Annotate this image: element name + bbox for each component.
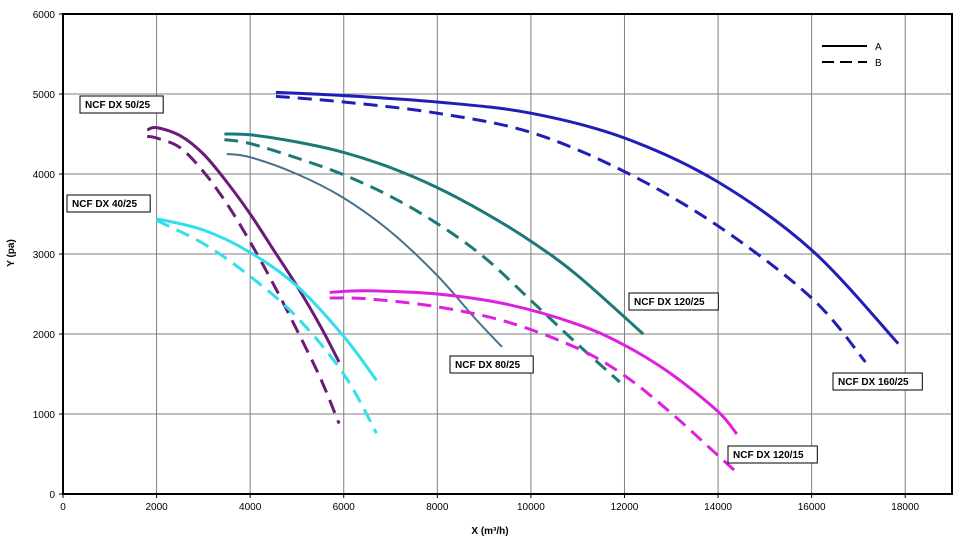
series-line-ncf-dx-120-25-a	[224, 132, 645, 336]
callout-label: NCF DX 50/25	[85, 100, 150, 111]
series-line-ncf-dx-120-25-b	[224, 138, 621, 384]
callout-label: NCF DX 120/25	[634, 297, 705, 308]
callout-ncf-dx-40-25: NCF DX 40/25	[66, 194, 151, 213]
series-line-ncf-dx-120-15-a	[329, 289, 738, 435]
x-tick-label: 0	[60, 502, 66, 513]
x-tick-label: 6000	[333, 502, 356, 513]
callout-label: NCF DX 120/15	[733, 450, 804, 461]
y-tick-label: 6000	[33, 10, 56, 21]
callout-box	[727, 445, 818, 464]
callout-label: NCF DX 80/25	[455, 360, 520, 371]
callout-ncf-dx-120-15: NCF DX 120/15	[727, 445, 818, 464]
series-layer	[146, 90, 900, 474]
y-tick-label: 4000	[33, 170, 56, 181]
series-line-ncf-dx-160-25-a	[275, 90, 900, 345]
legend-label-a: A	[875, 42, 882, 53]
y-tick-label: 2000	[33, 330, 56, 341]
series-line-ncf-dx-120-15-b	[329, 296, 738, 474]
x-tick-label: 4000	[239, 502, 262, 513]
y-tick-label: 5000	[33, 90, 56, 101]
x-tick-label: 2000	[145, 502, 168, 513]
x-axis-title: X (m³/h)	[471, 526, 508, 537]
x-tick-label: 8000	[426, 502, 449, 513]
series-line-ncf-dx-40-25-b	[155, 219, 378, 434]
x-tick-label: 10000	[517, 502, 545, 513]
tick-label-layer: 0 2000 4000 6000 8000 10000 12000 14000 16000 180…	[33, 10, 920, 513]
legend-label-b: B	[875, 58, 882, 69]
series-line-ncf-dx-50-25-a	[146, 125, 341, 363]
callout-box	[79, 95, 164, 114]
series-line-ncf-dx-40-25-a	[156, 217, 378, 382]
callout-ncf-dx-120-25: NCF DX 120/25	[628, 292, 719, 311]
callout-label: NCF DX 40/25	[72, 199, 137, 210]
x-tick-label: 16000	[798, 502, 826, 513]
callout-box	[832, 372, 923, 391]
callout-ncf-dx-80-25: NCF DX 80/25	[449, 355, 534, 374]
y-tick-label: 3000	[33, 250, 56, 261]
callout-box	[449, 355, 534, 374]
callout-ncf-dx-160-25: NCF DX 160/25	[832, 372, 923, 391]
callout-box	[628, 292, 719, 311]
x-tick-label: 12000	[611, 502, 639, 513]
series-line-ncf-dx-160-25-b	[275, 94, 867, 363]
callout-layer: NCF DX 50/25 NCF DX 40/25 NCF DX 120/25 NCF…	[66, 95, 923, 464]
callout-ncf-dx-50-25: NCF DX 50/25	[79, 95, 164, 114]
legend: AB	[822, 42, 882, 69]
y-tick-label: 0	[49, 490, 55, 501]
x-tick-label: 14000	[704, 502, 732, 513]
x-tick-label: 18000	[891, 502, 919, 513]
grid-layer	[63, 14, 952, 494]
callout-label: NCF DX 160/25	[838, 377, 909, 388]
y-tick-label: 1000	[33, 410, 56, 421]
y-axis-title: Y (pa)	[6, 239, 17, 267]
callout-box	[66, 194, 151, 213]
